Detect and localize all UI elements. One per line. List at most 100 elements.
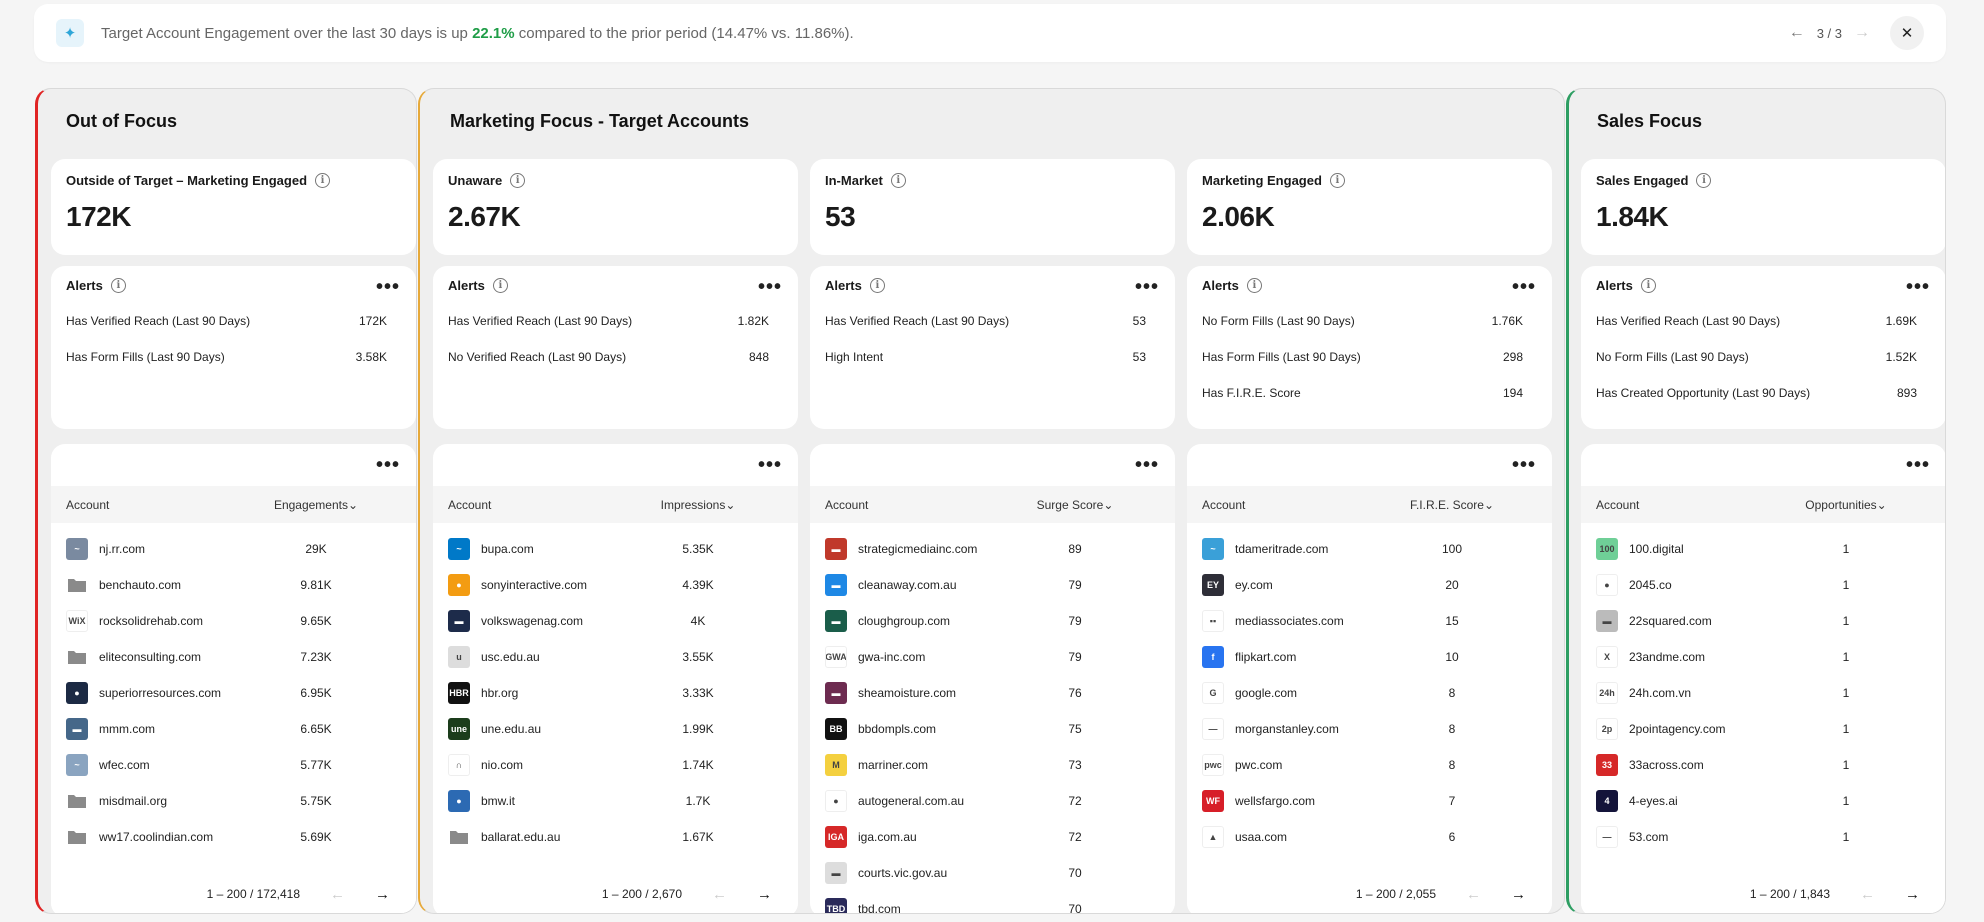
column-header-account[interactable]: Account [66,497,110,512]
account-name[interactable]: rocksolidrehab.com [99,614,204,628]
more-options-icon[interactable]: ••• [375,276,400,298]
column-header-sort[interactable]: Engagements⌄ [231,498,401,512]
table-row[interactable]: ~ nj.rr.com 29K [66,531,401,567]
info-icon[interactable]: i [1246,278,1262,293]
account-name[interactable]: sonyinteractive.com [481,578,588,592]
alert-row[interactable]: Has Created Opportunity (Last 90 Days) 89… [1596,386,1917,422]
table-row[interactable]: 100 100.digital 1 [1596,531,1931,567]
account-name[interactable]: misdmail.org [99,794,168,808]
account-name[interactable]: sheamoisture.com [858,686,957,700]
account-name[interactable]: volkswagenag.com [481,614,584,628]
arrow-left-icon[interactable]: ← [712,885,727,903]
metric-card[interactable]: Marketing Engaged i 2.06K [1187,159,1552,255]
info-icon[interactable]: i [492,278,508,293]
account-name[interactable]: cleanaway.com.au [858,578,957,592]
info-icon[interactable]: i [510,173,526,188]
alert-row[interactable]: Has Form Fills (Last 90 Days) 298 [1202,350,1523,386]
table-row[interactable]: BB bbdompls.com 75 [825,711,1160,747]
alert-row[interactable]: No Verified Reach (Last 90 Days) 848 [448,350,769,386]
more-options-icon[interactable]: ••• [1134,454,1159,476]
metric-card[interactable]: Unaware i 2.67K [433,159,798,255]
account-name[interactable]: hbr.org [481,686,519,700]
account-name[interactable]: 33across.com [1629,758,1704,772]
table-row[interactable]: WF wellsfargo.com 7 [1202,783,1537,819]
more-options-icon[interactable]: ••• [1134,276,1159,298]
table-row[interactable]: WiX rocksolidrehab.com 9.65K [66,603,401,639]
table-row[interactable]: ● bmw.it 1.7K [448,783,783,819]
column-header-account[interactable]: Account [1596,497,1640,512]
column-header-account[interactable]: Account [448,497,492,512]
table-row[interactable]: — morganstanley.com 8 [1202,711,1537,747]
account-name[interactable]: usc.edu.au [481,650,540,664]
table-row[interactable]: X 23andme.com 1 [1596,639,1931,675]
account-name[interactable]: courts.vic.gov.au [858,866,948,880]
table-row[interactable]: ballarat.edu.au 1.67K [448,819,783,855]
table-row[interactable]: 2p 2pointagency.com 1 [1596,711,1931,747]
account-name[interactable]: mmm.com [99,722,155,736]
alert-row[interactable]: Has F.I.R.E. Score 194 [1202,386,1523,422]
table-row[interactable]: u usc.edu.au 3.55K [448,639,783,675]
info-icon[interactable]: i [1640,278,1656,293]
alert-row[interactable]: Has Verified Reach (Last 90 Days) 1.69K [1596,314,1917,350]
table-row[interactable]: ▲ usaa.com 6 [1202,819,1537,855]
column-header-sort[interactable]: F.I.R.E. Score⌄ [1367,498,1537,512]
more-options-icon[interactable]: ••• [757,276,782,298]
table-row[interactable]: pwc pwc.com 8 [1202,747,1537,783]
account-name[interactable]: nio.com [481,758,524,772]
account-name[interactable]: bmw.it [481,794,516,808]
table-row[interactable]: ▬ mmm.com 6.65K [66,711,401,747]
more-options-icon[interactable]: ••• [1511,276,1536,298]
table-row[interactable]: ● 2045.co 1 [1596,567,1931,603]
column-header-sort[interactable]: Impressions⌄ [613,498,783,512]
account-name[interactable]: eliteconsulting.com [99,650,202,664]
info-icon[interactable]: i [110,278,126,293]
account-name[interactable]: superiorresources.com [99,686,222,700]
column-header-account[interactable]: Account [1202,497,1246,512]
arrow-left-icon[interactable]: ← [1788,24,1805,41]
account-name[interactable]: ballarat.edu.au [481,830,561,844]
account-name[interactable]: 4-eyes.ai [1629,794,1678,808]
table-row[interactable]: ▬ cloughgroup.com 79 [825,603,1160,639]
info-icon[interactable]: i [1329,173,1345,188]
account-name[interactable]: benchauto.com [99,578,182,592]
table-row[interactable]: — 53.com 1 [1596,819,1931,855]
account-name[interactable]: 2pointagency.com [1629,722,1726,736]
account-name[interactable]: bupa.com [481,542,534,556]
metric-card[interactable]: Sales Engaged i 1.84K [1581,159,1945,255]
arrow-right-icon[interactable]: → [375,885,390,903]
table-row[interactable]: 24h 24h.com.vn 1 [1596,675,1931,711]
account-name[interactable]: 22squared.com [1629,614,1712,628]
table-row[interactable]: ~ bupa.com 5.35K [448,531,783,567]
alert-row[interactable]: No Form Fills (Last 90 Days) 1.76K [1202,314,1523,350]
table-row[interactable]: HBR hbr.org 3.33K [448,675,783,711]
account-name[interactable]: morganstanley.com [1235,722,1339,736]
column-header-sort[interactable]: Surge Score⌄ [990,498,1160,512]
account-name[interactable]: autogeneral.com.au [858,794,965,808]
table-row[interactable]: misdmail.org 5.75K [66,783,401,819]
table-row[interactable]: ● autogeneral.com.au 72 [825,783,1160,819]
alert-row[interactable]: Has Verified Reach (Last 90 Days) 53 [825,314,1146,350]
account-name[interactable]: gwa-inc.com [858,650,926,664]
table-row[interactable]: ● superiorresources.com 6.95K [66,675,401,711]
alert-row[interactable]: Has Verified Reach (Last 90 Days) 1.82K [448,314,769,350]
account-name[interactable]: tbd.com [858,902,901,914]
info-icon[interactable]: i [869,278,885,293]
info-icon[interactable]: i [890,173,906,188]
table-row[interactable]: ▬ cleanaway.com.au 79 [825,567,1160,603]
account-name[interactable]: 24h.com.vn [1629,686,1692,700]
table-row[interactable]: 4 4-eyes.ai 1 [1596,783,1931,819]
account-name[interactable]: ww17.coolindian.com [99,830,214,844]
alert-row[interactable]: Has Form Fills (Last 90 Days) 3.58K [66,350,387,386]
info-icon[interactable]: i [315,173,331,188]
account-name[interactable]: 53.com [1629,830,1669,844]
table-row[interactable]: ▪▪ mediassociates.com 15 [1202,603,1537,639]
table-row[interactable]: IGA iga.com.au 72 [825,819,1160,855]
alert-row[interactable]: No Form Fills (Last 90 Days) 1.52K [1596,350,1917,386]
more-options-icon[interactable]: ••• [1905,454,1930,476]
table-row[interactable]: benchauto.com 9.81K [66,567,401,603]
arrow-right-icon[interactable]: → [1511,885,1526,903]
column-header-sort[interactable]: Opportunities⌄ [1761,498,1931,512]
table-row[interactable]: ∩ nio.com 1.74K [448,747,783,783]
